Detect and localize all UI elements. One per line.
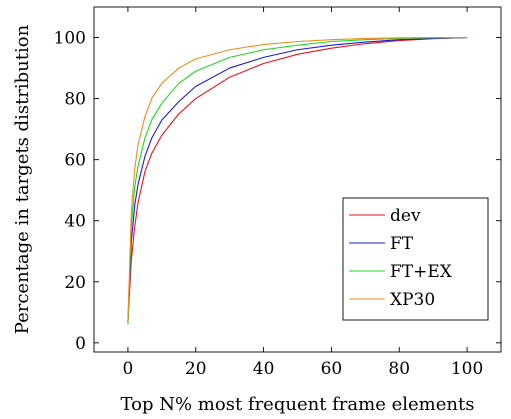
- legend-box: [342, 197, 489, 321]
- x-tick-label: 60: [321, 359, 343, 379]
- y-axis-label: Percentage in targets distribution: [12, 24, 33, 334]
- y-tick-label: 20: [64, 273, 86, 293]
- series-line-dev: [127, 36, 468, 322]
- y-tick-label: 80: [64, 90, 86, 110]
- x-tick-label: 100: [451, 359, 483, 379]
- y-tick-label: 100: [54, 29, 86, 49]
- y-tick-label: 0: [75, 334, 86, 354]
- legend-label: FT: [390, 234, 414, 254]
- x-tick-label: 40: [253, 359, 275, 379]
- legend-label: XP30: [390, 290, 435, 310]
- chart-marks: 0 20 40 60 80 100 0 20 40 60 80 100 Top N% most freq…: [12, 6, 502, 415]
- series-line-ft-ex: [127, 36, 468, 325]
- y-tick-label: 60: [64, 151, 86, 171]
- x-axis-label: Top N% most frequent frame elements: [121, 394, 475, 415]
- x-tick-label: 80: [388, 359, 410, 379]
- series-line-ft: [127, 36, 468, 322]
- x-tick-label: 0: [123, 359, 134, 379]
- plot-frame: [93, 6, 502, 353]
- y-tick-label: 40: [64, 212, 86, 232]
- x-tick-label: 20: [185, 359, 207, 379]
- legend-label: dev: [390, 206, 421, 226]
- series-line-xp30: [127, 36, 468, 322]
- legend-label: FT+EX: [390, 262, 453, 282]
